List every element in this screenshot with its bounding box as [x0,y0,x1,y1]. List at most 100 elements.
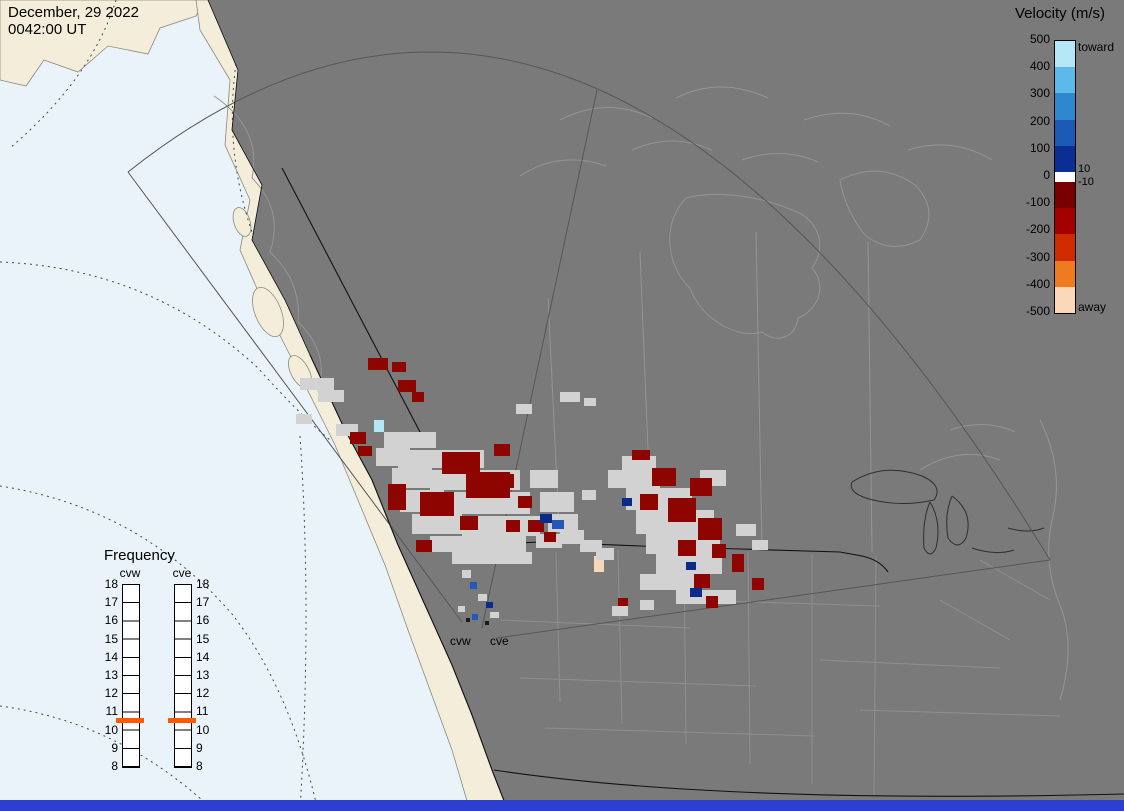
velocity-cell [296,414,312,424]
date-block: December, 29 2022 0042:00 UT [8,4,139,38]
velocity-cell [622,498,632,506]
radar-site-dot-cve [485,621,489,625]
time-text: 0042:00 UT [8,21,87,38]
velocity-cells [296,358,768,620]
velocity-tick-label: 300 [1029,86,1050,101]
bottom-sea-strip [0,800,1124,811]
frequency-ladder-cvw [122,584,140,768]
velocity-cell [462,516,540,536]
velocity-cell [350,432,366,444]
frequency-tick-label: 16 [196,613,210,628]
colorbar-segment [1055,234,1075,261]
frequency-tick-label: 9 [196,740,203,755]
hudson-bay-outline [669,193,821,339]
velocity-cell [552,520,564,529]
velocity-cell [392,362,406,372]
velocity-tick-label: 500 [1029,32,1050,46]
frequency-marker [116,718,144,723]
frequency-column-label-cve: cve [172,566,192,580]
velocity-cell [398,380,416,392]
colorbar-segment [1055,67,1075,94]
velocity-cell [544,532,556,542]
velocity-tick-label: -200 [1025,222,1050,237]
velocity-cell [458,606,465,612]
radar-site-dot-cvw [466,618,470,622]
velocity-cell [632,450,650,460]
velocity-cell [668,498,696,522]
west-coastline [309,354,509,811]
colorbar-segment [1055,93,1075,120]
frequency-tick-label: 15 [104,631,118,646]
radar-label-cvw: cvw [450,634,471,648]
velocity-tick-label: -500 [1025,304,1050,318]
velocity-cell [686,562,696,570]
velocity-cell [462,570,471,578]
coastal-island [232,207,252,237]
velocity-cell [640,574,696,590]
away-label: away [1078,300,1107,314]
velocity-tick-label: -400 [1025,276,1050,291]
velocity-cell [584,398,596,406]
velocity-cell [472,614,478,620]
velocity-cell [506,520,520,532]
colorbar-segment [1055,286,1075,313]
velocity-tick-label: 400 [1029,59,1050,74]
frequency-tick-label: 13 [104,668,118,682]
velocity-cell [752,540,768,550]
frequency-tick-label: 15 [196,631,210,646]
velocity-cell [374,420,384,432]
velocity-gap-label: 10 [1078,163,1091,175]
velocity-gap-labels: 10 -10 [1078,0,1108,811]
velocity-cell [694,574,710,588]
night-region [208,0,1124,811]
velocity-cell [752,578,764,590]
frequency-tick-label: 12 [104,686,118,701]
frequency-tick-label: 9 [111,740,118,755]
frequency-legend-title: Frequency [104,547,175,564]
frequency-tick-label: 13 [196,668,210,682]
frequency-tick-label: 16 [104,613,118,628]
frequency-tick-label: 17 [104,595,118,610]
velocity-cell [698,518,722,540]
velocity-tick-label: 200 [1029,113,1050,128]
frequency-tick-label: 14 [104,649,118,664]
velocity-cell [652,468,676,486]
frequency-tick-label: 11 [105,704,118,719]
velocity-cell [712,544,726,558]
velocity-colorbar [1054,40,1076,314]
velocity-gap-label: -10 [1078,176,1094,188]
velocity-cell [498,474,514,488]
velocity-tick-label: -300 [1025,249,1050,264]
velocity-cell [412,392,424,402]
fov-right-edge [496,559,1051,639]
velocity-cell [368,358,388,370]
freq-ticks-right: 18 17 16 15 14 13 12 11 10 9 8 [196,0,218,811]
south-coastline [493,769,1124,797]
colorbar-segment [1055,181,1075,209]
frequency-tick-label: 10 [196,722,210,737]
toward-label: toward [1078,40,1115,54]
colorbar-segment [1055,41,1075,68]
velocity-cell [318,390,344,402]
frequency-tick-label: 18 [104,577,118,591]
velocity-cell [358,446,372,456]
graticule [0,0,331,811]
velocity-cell [560,530,584,544]
colorbar-segment [1055,119,1075,146]
frequency-tick-label: 8 [111,759,118,773]
velocity-cell [430,536,526,552]
velocity-cell [530,470,558,488]
velocity-cell [416,540,432,552]
velocity-tick-label: 100 [1029,140,1050,155]
date-text: December, 29 2022 [8,4,139,21]
velocity-cell [678,540,696,556]
velocity-ticks: 500 400 300 200 100 0 -100 -200 -300 -400 -500 [1008,0,1050,811]
fov-edge-black [281,167,421,433]
frequency-marker [168,718,196,723]
frequency-tick-label: 17 [196,595,210,610]
velocity-cell [420,492,454,516]
velocity-cell [518,496,532,508]
velocity-cell [490,612,499,618]
velocity-cell [442,452,480,474]
